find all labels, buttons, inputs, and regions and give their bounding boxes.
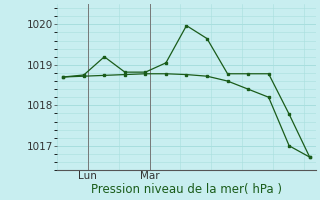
X-axis label: Pression niveau de la mer( hPa ): Pression niveau de la mer( hPa ): [91, 183, 282, 196]
